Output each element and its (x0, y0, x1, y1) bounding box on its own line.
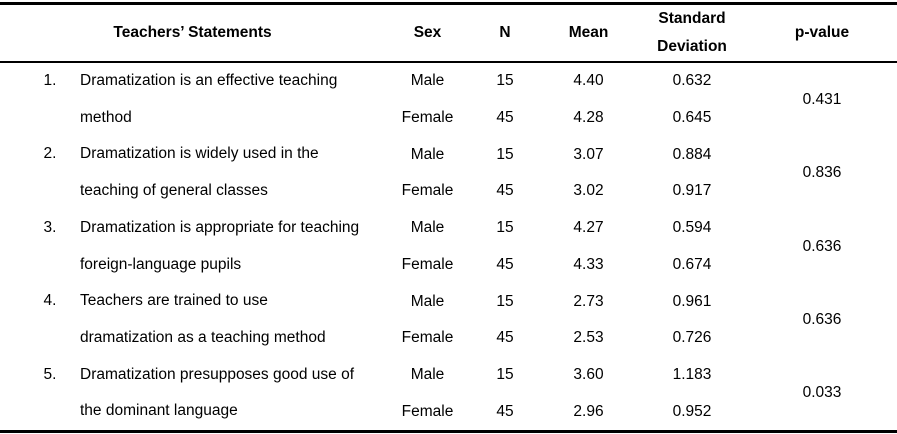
header-sex: Sex (385, 3, 471, 63)
mean-cell: 4.28 (573, 108, 604, 126)
mean-cell: 2.96 (573, 403, 604, 421)
sd-cell: 0.726 (672, 329, 712, 347)
header-n: N (470, 3, 541, 63)
statement-number: 3. (43, 218, 57, 236)
mean-cell: 4.27 (573, 219, 604, 237)
sex-cell: Female (401, 255, 454, 273)
statement-number: 5. (43, 365, 57, 383)
n-cell: 15 (496, 219, 514, 237)
statement-number: 1. (43, 72, 57, 89)
sd-cell: 0.961 (672, 292, 712, 310)
statement-text: Dramatization presupposes good use of th… (80, 365, 354, 420)
mean-cell: 2.53 (573, 329, 604, 347)
statement-text: Dramatization is widely used in the teac… (80, 145, 319, 200)
n-cell: 45 (496, 329, 514, 347)
sd-cell: 0.594 (672, 219, 712, 237)
header-p-value: p-value (747, 3, 897, 63)
n-cell: 45 (496, 108, 514, 126)
n-cell: 45 (496, 255, 514, 273)
mean-cell: 3.60 (573, 366, 604, 384)
statement-number: 4. (43, 292, 57, 310)
header-mean: Mean (540, 3, 638, 63)
sex-cell: Female (401, 403, 454, 421)
table-row: Female 45 2.96 0.952 (0, 394, 897, 431)
p-value-cell: 0.636 (802, 310, 842, 328)
mean-cell: 3.02 (573, 182, 604, 200)
p-value-cell: 0.636 (802, 237, 842, 255)
mean-cell: 3.07 (573, 145, 604, 163)
n-cell: 15 (496, 145, 514, 163)
sd-cell: 0.884 (672, 145, 712, 163)
sd-cell: 0.645 (672, 108, 712, 126)
table-row: Female 45 4.33 0.674 (0, 247, 897, 284)
table-row: Female 45 4.28 0.645 (0, 99, 897, 136)
mean-cell: 4.33 (573, 255, 604, 273)
sd-cell: 0.632 (672, 72, 712, 90)
table-row: 1. Dramatization is an effective teachin… (0, 62, 897, 126)
mean-cell: 4.40 (573, 72, 604, 90)
sd-cell: 1.183 (672, 366, 712, 384)
statement-text: Dramatization is appropriate for teachin… (80, 218, 360, 273)
p-value-cell: 0.836 (802, 164, 842, 182)
table-row: Female 45 3.02 0.917 (0, 173, 897, 210)
header-statements: Teachers’ Statements (0, 3, 386, 63)
sex-cell: Male (410, 366, 445, 384)
table-row: Female 45 2.53 0.726 (0, 320, 897, 357)
sd-cell: 0.674 (672, 255, 712, 273)
header-std-deviation: Standard Deviation (637, 3, 748, 63)
sex-cell: Female (401, 329, 454, 347)
n-cell: 15 (496, 366, 514, 384)
n-cell: 45 (496, 403, 514, 421)
statement-text: Dramatization is an effective teaching m… (80, 72, 338, 126)
table-row: 2. Dramatization is widely used in the t… (0, 136, 897, 199)
sex-cell: Male (410, 72, 445, 90)
sd-cell: 0.917 (672, 182, 712, 200)
statement-text: Teachers are trained to use dramatizatio… (80, 292, 326, 346)
sex-cell: Female (401, 108, 454, 126)
n-cell: 15 (496, 292, 514, 310)
sd-cell: 0.952 (672, 403, 712, 421)
sex-cell: Female (401, 182, 454, 200)
header-row: Teachers’ Statements Sex N Mean Standard… (0, 3, 897, 63)
table-row: 5. Dramatization presupposes good use of… (0, 357, 897, 420)
n-cell: 45 (496, 182, 514, 200)
n-cell: 15 (496, 72, 514, 90)
p-value-cell: 0.431 (802, 90, 842, 108)
mean-cell: 2.73 (573, 292, 604, 310)
p-value-cell: 0.033 (802, 384, 842, 402)
sex-cell: Male (410, 145, 445, 163)
sex-cell: Male (410, 219, 445, 237)
table-header: Teachers’ Statements Sex N Mean Standard… (0, 3, 897, 63)
table-row: 3. Dramatization is appropriate for teac… (0, 210, 897, 273)
statement-number: 2. (43, 145, 57, 163)
sex-cell: Male (410, 292, 445, 310)
table-row: 4. Teachers are trained to use dramatiza… (0, 283, 897, 346)
table-body: 1. Dramatization is an effective teachin… (0, 62, 897, 432)
